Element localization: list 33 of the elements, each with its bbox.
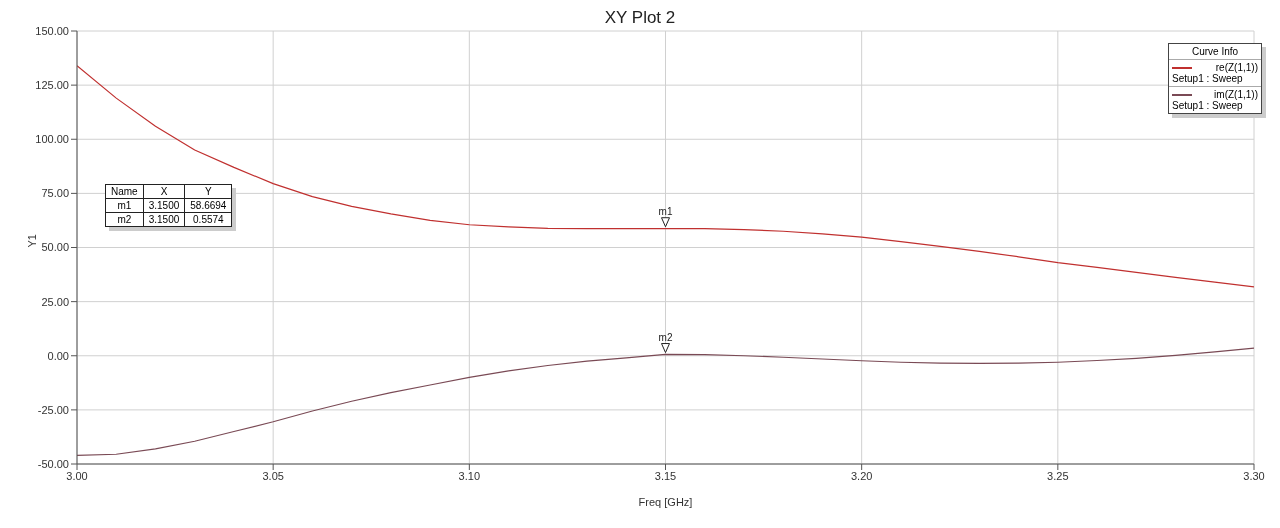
x-tick-label: 3.00 — [66, 469, 88, 482]
chart-title: XY Plot 2 — [604, 8, 676, 27]
y-tick-label: -25.00 — [37, 403, 69, 416]
x-axis-title: Freq [GHz] — [638, 496, 693, 508]
annotation: 0.5574 — [184, 212, 232, 227]
y-axis-title: Y1 — [25, 234, 38, 248]
y-tick-label: 125.00 — [35, 79, 69, 92]
legend-label: re(Z(1,1)) Setup1 : Sweep — [1172, 62, 1258, 84]
y-tick-label: -50.00 — [37, 457, 69, 470]
annotation: m1 — [658, 205, 673, 217]
y-tick-label: 0.00 — [47, 349, 69, 362]
y-tick-label: 75.00 — [41, 187, 69, 200]
annotation: 3.1500 — [143, 198, 185, 213]
x-tick-label: 3.20 — [850, 469, 873, 482]
legend-title: Curve Info — [1169, 44, 1261, 60]
annotation: m2 — [105, 212, 144, 227]
x-tick-label: 3.05 — [262, 469, 284, 482]
x-tick-label: 3.30 — [1243, 469, 1265, 482]
x-tick-label: 3.25 — [1047, 469, 1069, 482]
annotation: m1 — [105, 198, 144, 213]
annotation: Y — [184, 184, 232, 199]
x-tick-label: 3.15 — [654, 469, 677, 482]
y-tick-label: 25.00 — [41, 295, 69, 308]
legend-label: im(Z(1,1)) Setup1 : Sweep — [1172, 89, 1258, 111]
annotation: 3.1500 — [143, 212, 185, 227]
y-tick-label: 150.00 — [35, 24, 69, 37]
y-tick-label: 50.00 — [41, 241, 69, 254]
annotation: X — [143, 184, 185, 199]
annotation: Name — [105, 184, 144, 199]
annotation: m2 — [658, 331, 673, 343]
y-tick-label: 100.00 — [35, 133, 69, 146]
annotation: 58.6694 — [184, 198, 232, 213]
x-tick-label: 3.10 — [458, 469, 481, 482]
